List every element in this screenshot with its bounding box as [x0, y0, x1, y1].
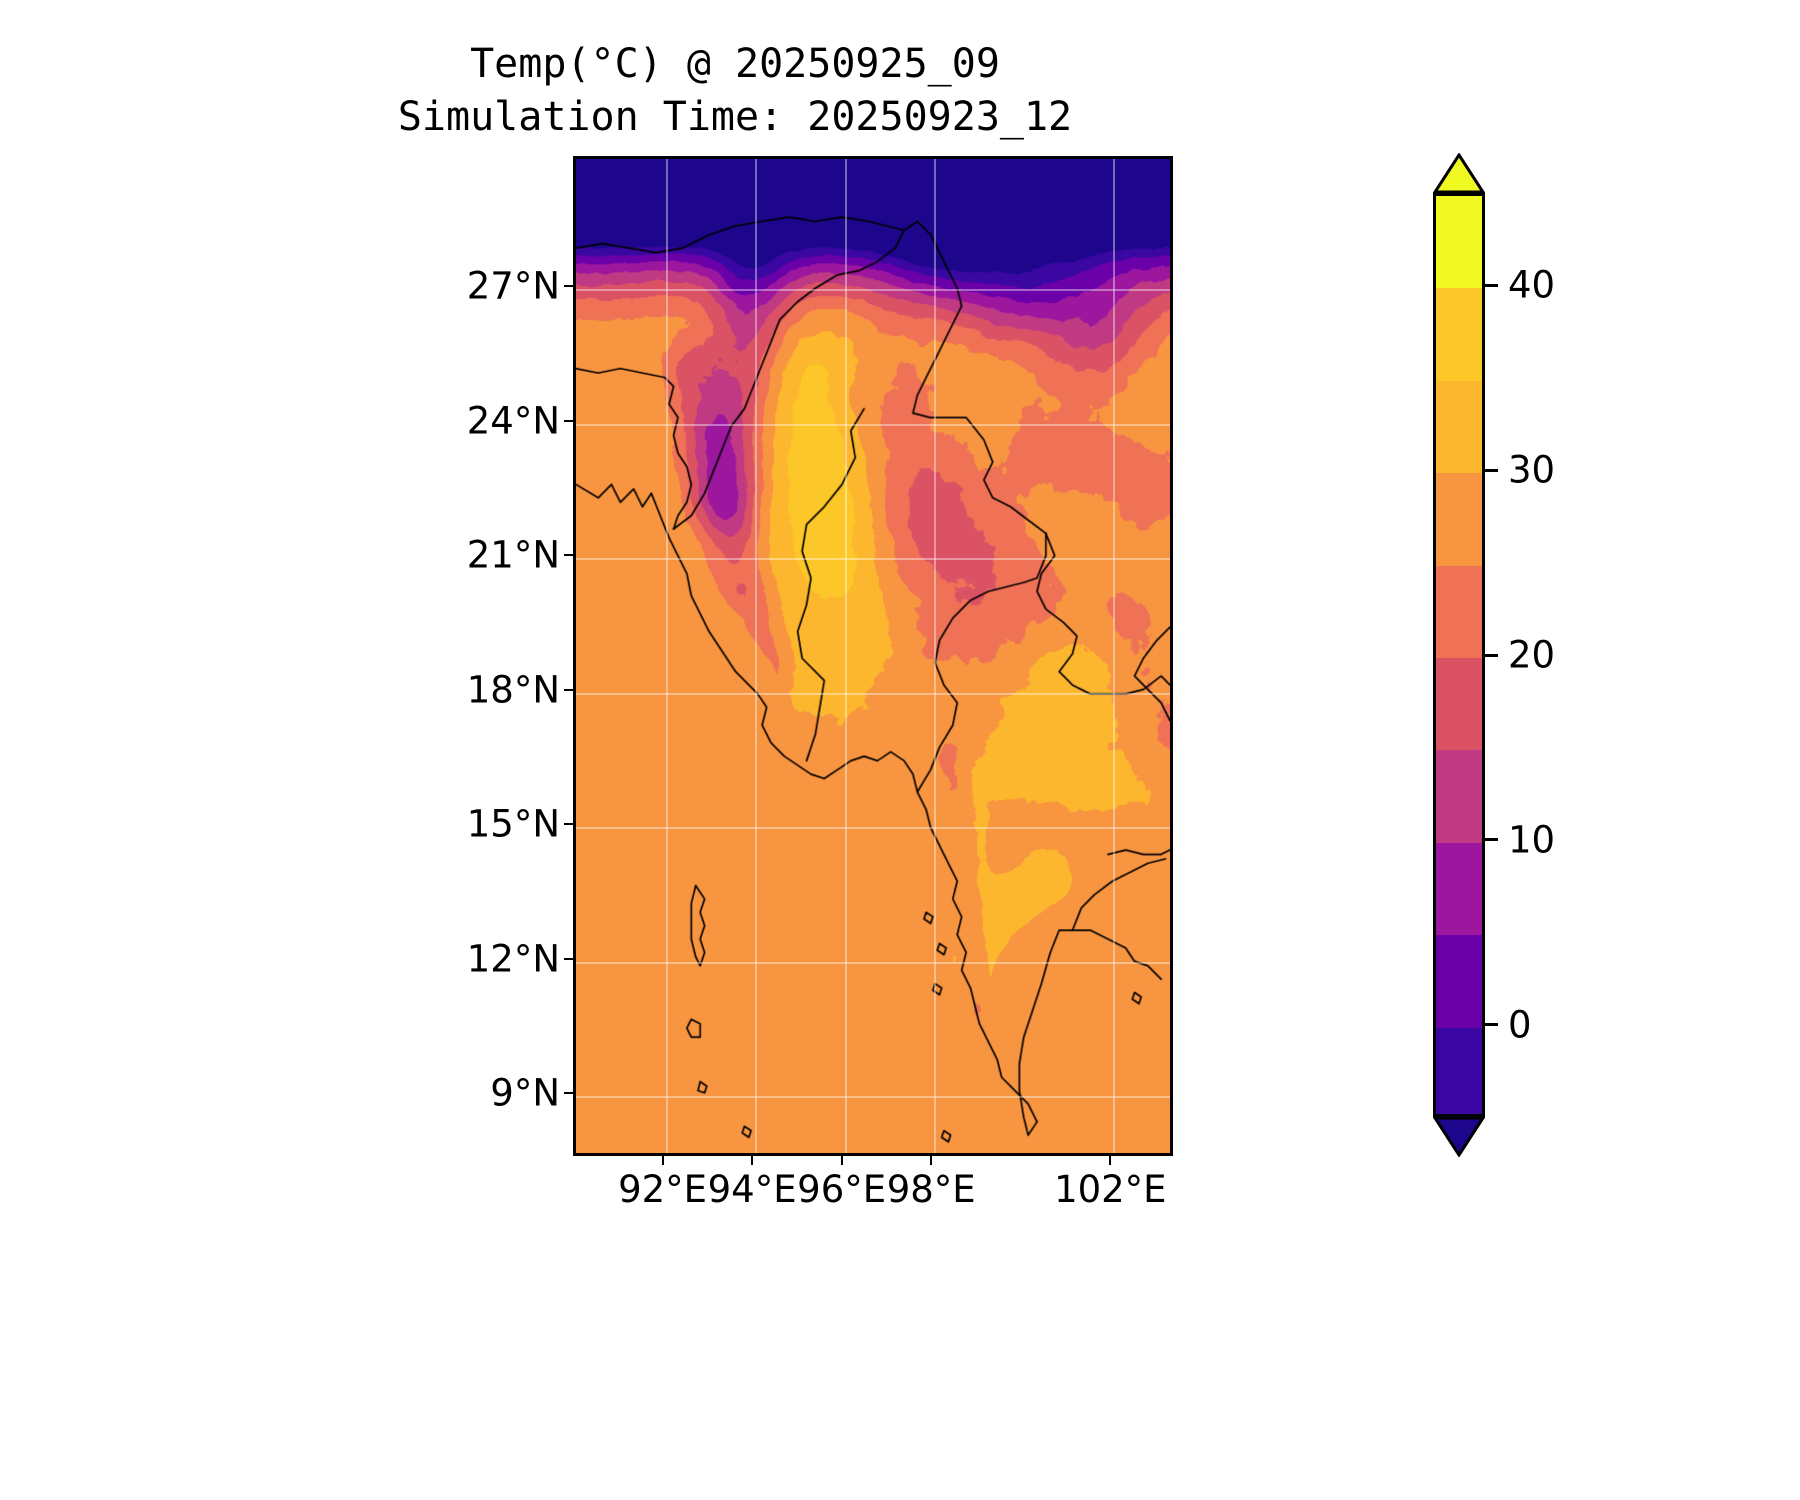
colorbar-tick-mark [1485, 653, 1498, 657]
colorbar-tick-mark [1485, 838, 1498, 842]
latitude-tick-label: 24°N [466, 399, 560, 443]
longitude-tick-mark [930, 1156, 933, 1165]
longitude-tick-mark [840, 1156, 843, 1165]
longitude-tick-label: 94°E [707, 1168, 797, 1211]
longitude-tick-mark [751, 1156, 754, 1165]
gridline-vertical [755, 159, 758, 1153]
longitude-tick-label: 92°E [618, 1168, 708, 1211]
colorbar-tick-label: 40 [1508, 263, 1556, 307]
colorbar-band [1436, 657, 1482, 751]
colorbar-tick-label: 20 [1508, 633, 1556, 677]
title-line-1: Temp(°C) @ 20250925_09 [470, 41, 1000, 87]
colorbar-band [1436, 842, 1482, 936]
colorbar-tick-mark [1485, 1023, 1498, 1027]
longitude-tick-label: 98°E [886, 1168, 976, 1211]
longitude-tick-mark [1109, 1156, 1112, 1165]
latitude-tick-mark [564, 957, 573, 960]
latitude-tick-label: 18°N [466, 668, 560, 712]
colorbar-band [1436, 1027, 1482, 1114]
colorbar-band [1436, 288, 1482, 381]
colorbar-band [1436, 565, 1482, 658]
map-plot-area[interactable] [573, 156, 1173, 1156]
gridline-vertical [1113, 159, 1116, 1153]
gridline-horizontal [576, 423, 1170, 426]
latitude-tick-mark [564, 554, 573, 557]
colorbar-tick-label: 10 [1508, 818, 1556, 862]
latitude-tick-label: 15°N [466, 802, 560, 846]
triangle-up-icon [1433, 153, 1485, 193]
title-line-2: Simulation Time: 20250923_12 [397, 93, 1073, 140]
latitude-tick-mark [564, 688, 573, 691]
latitude-tick-label: 21°N [466, 533, 560, 577]
colorbar-tick-mark [1485, 468, 1498, 472]
colorbar-band [1436, 380, 1482, 474]
colorbar-band [1436, 750, 1482, 843]
colorbar-tick-label: 30 [1508, 448, 1556, 492]
colorbar-band [1436, 196, 1482, 289]
colorbar[interactable]: 0 10 20 30 40 [1433, 153, 1555, 1157]
gridline-horizontal [576, 961, 1170, 964]
gridline-horizontal [576, 558, 1170, 561]
latitude-tick-label: 27°N [466, 264, 560, 308]
longitude-tick-mark [661, 1156, 664, 1165]
latitude-tick-mark [564, 823, 573, 826]
colorbar-tick-label: 0 [1508, 1003, 1532, 1047]
latitude-tick-mark [564, 419, 573, 422]
gridline-horizontal [576, 827, 1170, 830]
gridline-horizontal [576, 289, 1170, 292]
gridline-horizontal [576, 1096, 1170, 1099]
longitude-tick-label: 96°E [797, 1168, 887, 1211]
gridline-vertical [844, 159, 847, 1153]
latitude-tick-label: 9°N [490, 1071, 560, 1115]
temperature-heatmap [576, 159, 1170, 1153]
gridline-vertical [934, 159, 937, 1153]
longitude-tick-label: 102°E [1054, 1168, 1167, 1211]
latitude-tick-mark [564, 285, 573, 288]
triangle-down-icon [1433, 1117, 1485, 1157]
latitude-tick-label: 12°N [466, 937, 560, 981]
gridline-vertical [665, 159, 668, 1153]
colorbar-band [1436, 935, 1482, 1028]
gridline-horizontal [576, 692, 1170, 695]
latitude-tick-mark [564, 1092, 573, 1095]
colorbar-tick-mark [1485, 283, 1498, 287]
colorbar-gradient [1433, 193, 1485, 1117]
colorbar-band [1436, 473, 1482, 566]
chart-title: Temp(°C) @ 20250925_09 Simulation Time: … [0, 38, 1470, 144]
